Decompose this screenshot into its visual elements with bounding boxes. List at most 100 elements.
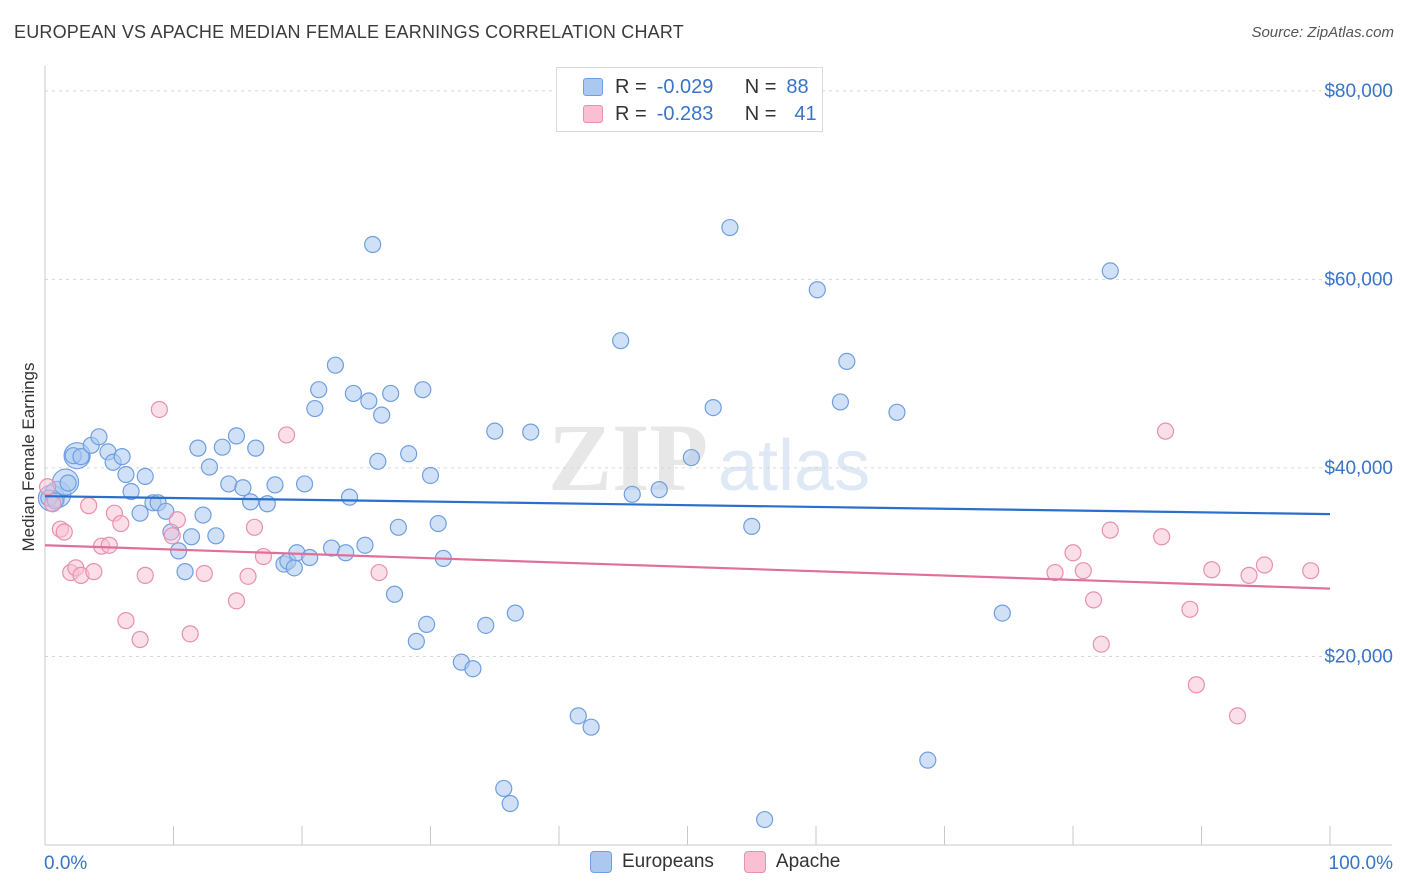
europeans-point-66	[501, 794, 519, 813]
apache-point-10	[100, 536, 118, 554]
europeans-point-80	[831, 393, 850, 411]
y-tick-label-1: $20,000	[1324, 646, 1393, 667]
europeans-point-84	[993, 604, 1011, 622]
apache-point-12	[112, 514, 130, 533]
europeans-points	[37, 218, 1119, 829]
europeans-trend-line	[44, 495, 1331, 516]
europeans-point-77	[743, 517, 761, 535]
europeans-n-value: 88	[786, 75, 809, 98]
legend-row-apache: R = -0.283 N = 41	[583, 102, 817, 126]
y-tick-label-2: $40,000	[1324, 458, 1393, 479]
europeans-point-71	[612, 332, 630, 350]
apache-point-25	[277, 426, 296, 444]
europeans-point-9	[113, 448, 131, 466]
y-tick-label-4: $80,000	[1324, 81, 1393, 102]
x-tick-label-start: 0.0%	[44, 853, 87, 874]
europeans-point-24	[207, 527, 225, 545]
apache-points	[38, 400, 1320, 725]
apache-legend-label: Apache	[775, 851, 841, 872]
tick-labels: $20,000 $40,000 $60,000 $80,000 0.0% 100.0%	[44, 81, 1393, 874]
europeans-point-6	[90, 428, 108, 446]
europeans-point-38	[301, 548, 319, 567]
legend-item-apache: Apache	[743, 851, 841, 873]
europeans-point-54	[400, 445, 418, 463]
europeans-point-55	[407, 632, 425, 650]
europeans-point-85	[1101, 262, 1119, 280]
europeans-point-22	[194, 506, 212, 524]
europeans-point-63	[477, 616, 495, 634]
europeans-point-35	[285, 559, 303, 577]
europeans-point-48	[364, 235, 382, 254]
europeans-r-label: R =	[615, 75, 647, 98]
europeans-point-20	[182, 528, 201, 546]
apache-point-7	[80, 497, 98, 515]
apache-point-21	[227, 592, 246, 610]
europeans-point-4	[72, 448, 90, 466]
apache-n-value: 41	[794, 102, 817, 125]
apache-swatch	[583, 105, 603, 123]
europeans-point-29	[242, 493, 260, 511]
europeans-point-37	[295, 475, 314, 493]
legend-row-europeans: R = -0.029 N = 88	[583, 75, 809, 99]
europeans-point-73	[650, 481, 668, 499]
x-tick-label-end: 100.0%	[1329, 853, 1394, 874]
source-label: Source: ZipAtlas.com	[1251, 24, 1394, 41]
europeans-point-42	[326, 356, 345, 374]
europeans-point-75	[704, 398, 722, 417]
trend-lines	[44, 495, 1331, 590]
europeans-point-76	[721, 218, 739, 237]
apache-point-26	[370, 563, 388, 582]
europeans-point-64	[486, 422, 504, 440]
europeans-point-39	[306, 399, 324, 418]
apache-point-1	[44, 495, 62, 513]
apache-legend-swatch	[743, 851, 766, 873]
europeans-point-68	[522, 423, 540, 441]
europeans-point-11	[122, 482, 140, 501]
europeans-point-13	[136, 467, 154, 486]
europeans-point-32	[266, 476, 284, 494]
apache-point-35	[1181, 600, 1199, 618]
europeans-swatch	[583, 78, 603, 96]
apache-point-32	[1101, 521, 1119, 539]
europeans-point-57	[418, 615, 436, 634]
europeans-point-16	[157, 502, 175, 520]
europeans-point-49	[369, 452, 387, 470]
europeans-point-50	[373, 406, 391, 424]
apache-point-39	[1240, 566, 1258, 584]
apache-point-14	[131, 630, 149, 649]
europeans-point-44	[340, 488, 359, 506]
apache-point-40	[1255, 556, 1274, 574]
europeans-point-45	[344, 384, 362, 403]
europeans-point-78	[755, 810, 774, 829]
apache-r-label: R =	[615, 102, 647, 125]
europeans-point-74	[682, 448, 700, 467]
europeans-point-79	[808, 281, 826, 299]
apache-point-28	[1064, 544, 1082, 562]
europeans-point-40	[310, 381, 328, 399]
europeans-point-81	[838, 352, 856, 371]
apache-n-label: N =	[744, 102, 777, 125]
europeans-point-72	[623, 485, 641, 503]
europeans-point-28	[234, 479, 252, 497]
apache-point-37	[1203, 561, 1221, 579]
europeans-point-26	[220, 475, 238, 493]
apache-trend-line	[44, 544, 1331, 590]
europeans-point-51	[382, 384, 400, 403]
correlation-legend: R = -0.029 N = 88 R = -0.283 N = 41	[556, 67, 823, 132]
europeans-point-30	[247, 439, 265, 457]
apache-point-20	[195, 564, 213, 583]
apache-point-3	[55, 523, 73, 541]
europeans-point-58	[421, 466, 440, 485]
europeans-point-43	[337, 544, 355, 562]
europeans-point-56	[414, 381, 432, 399]
apache-point-38	[1228, 707, 1247, 725]
watermark-atlas: atlas	[718, 426, 870, 506]
europeans-point-10	[117, 465, 135, 484]
europeans-point-83	[919, 751, 937, 769]
apache-point-27	[1046, 563, 1064, 582]
apache-point-22	[239, 567, 257, 585]
y-axis-label: Median Female Earnings	[19, 363, 38, 552]
apache-point-17	[163, 527, 181, 545]
europeans-point-12	[131, 504, 149, 522]
europeans-point-69	[569, 707, 587, 725]
